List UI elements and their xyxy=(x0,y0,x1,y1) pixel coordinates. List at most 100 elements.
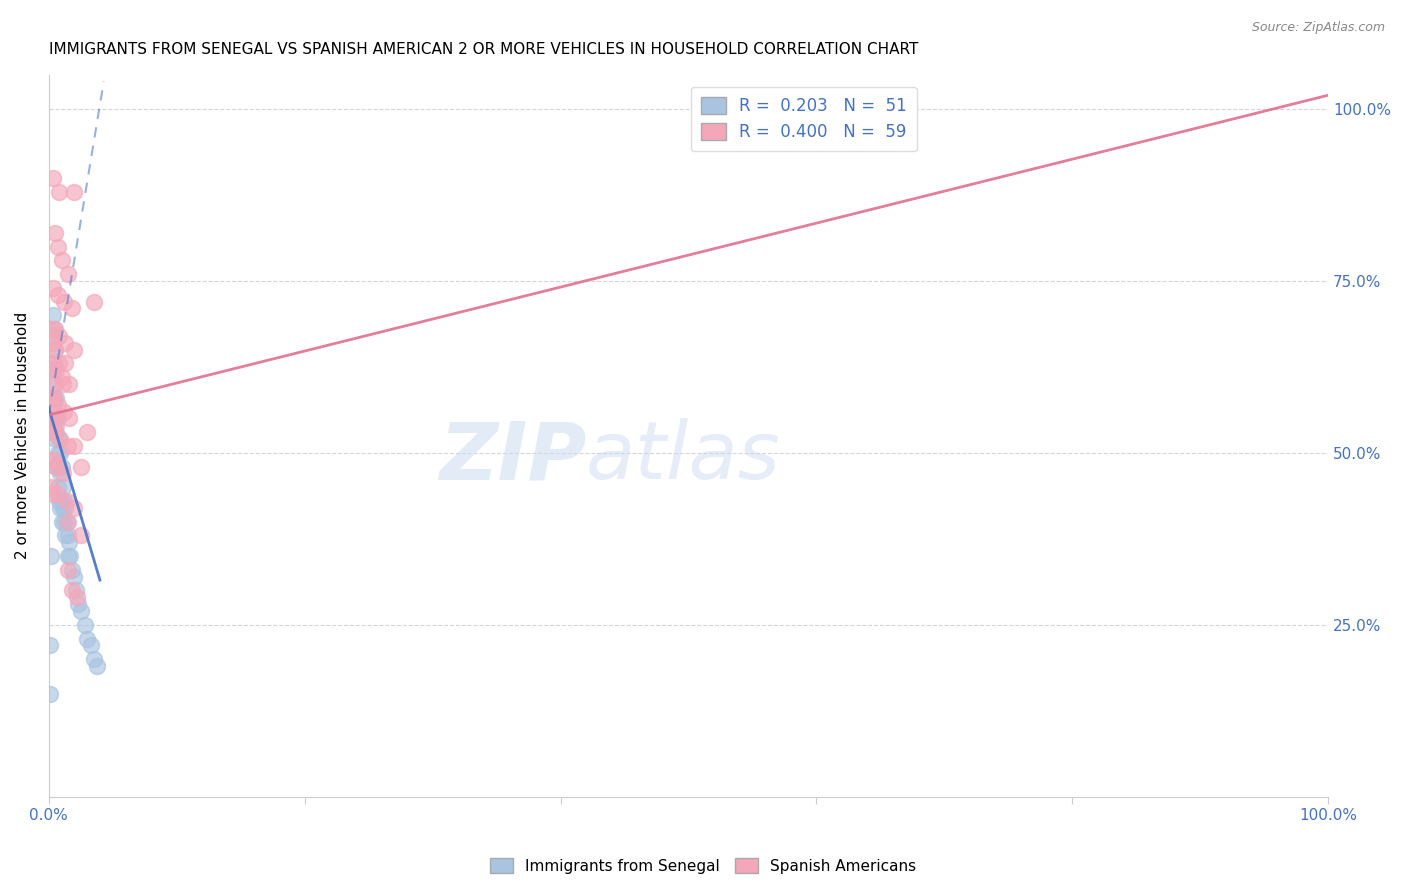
Point xyxy=(53,494,76,508)
Point xyxy=(45,459,67,474)
Point xyxy=(42,391,65,405)
Point xyxy=(56,267,79,281)
Point xyxy=(41,363,63,377)
Point xyxy=(58,535,80,549)
Point xyxy=(55,494,77,508)
Point xyxy=(44,377,66,392)
Point xyxy=(48,329,70,343)
Point xyxy=(45,425,67,440)
Point xyxy=(39,452,62,467)
Point xyxy=(41,411,63,425)
Legend: R =  0.203   N =  51, R =  0.400   N =  59: R = 0.203 N = 51, R = 0.400 N = 59 xyxy=(690,87,917,152)
Point xyxy=(48,185,70,199)
Point xyxy=(60,563,83,577)
Point xyxy=(41,335,63,350)
Text: Source: ZipAtlas.com: Source: ZipAtlas.com xyxy=(1251,21,1385,34)
Point xyxy=(63,343,86,357)
Point xyxy=(63,439,86,453)
Point xyxy=(39,639,62,653)
Point xyxy=(51,370,73,384)
Point xyxy=(52,500,75,515)
Point xyxy=(53,404,76,418)
Text: ZIP: ZIP xyxy=(439,418,586,496)
Point xyxy=(52,467,75,481)
Point xyxy=(39,391,62,405)
Point xyxy=(48,432,70,446)
Point xyxy=(44,411,66,425)
Point xyxy=(41,329,63,343)
Point xyxy=(56,515,79,529)
Point xyxy=(44,425,66,440)
Point xyxy=(39,425,62,440)
Point xyxy=(86,659,108,673)
Point xyxy=(48,459,70,474)
Point xyxy=(56,549,79,563)
Point xyxy=(63,185,86,199)
Point xyxy=(39,686,62,700)
Point xyxy=(39,391,62,405)
Point xyxy=(83,652,105,666)
Point xyxy=(80,639,103,653)
Point xyxy=(59,549,82,563)
Point xyxy=(39,363,62,377)
Point xyxy=(42,404,65,418)
Point xyxy=(52,377,75,392)
Point xyxy=(73,617,96,632)
Point xyxy=(76,425,98,440)
Point xyxy=(42,452,65,467)
Point xyxy=(42,322,65,336)
Point xyxy=(69,604,91,618)
Point xyxy=(41,281,63,295)
Point xyxy=(51,459,73,474)
Point xyxy=(51,494,73,508)
Point xyxy=(69,459,91,474)
Point xyxy=(49,432,72,446)
Point xyxy=(44,343,66,357)
Point xyxy=(44,411,66,425)
Point xyxy=(48,494,70,508)
Point xyxy=(55,356,77,370)
Point xyxy=(39,322,62,336)
Point xyxy=(41,377,63,392)
Point xyxy=(55,528,77,542)
Text: atlas: atlas xyxy=(586,418,780,496)
Point xyxy=(49,500,72,515)
Point xyxy=(39,391,62,405)
Point xyxy=(69,528,91,542)
Point xyxy=(46,446,69,460)
Point xyxy=(49,446,72,460)
Point xyxy=(46,411,69,425)
Point xyxy=(56,439,79,453)
Point xyxy=(51,253,73,268)
Point xyxy=(48,356,70,370)
Point xyxy=(53,294,76,309)
Point xyxy=(45,459,67,474)
Point xyxy=(46,398,69,412)
Point xyxy=(56,563,79,577)
Point xyxy=(65,583,87,598)
Point xyxy=(56,528,79,542)
Point xyxy=(60,301,83,316)
Point xyxy=(39,480,62,494)
Point xyxy=(55,515,77,529)
Point xyxy=(45,418,67,433)
Point xyxy=(66,591,89,605)
Point xyxy=(46,480,69,494)
Point xyxy=(41,398,63,412)
Point xyxy=(42,391,65,405)
Point xyxy=(53,515,76,529)
Point xyxy=(58,411,80,425)
Point xyxy=(44,343,66,357)
Point xyxy=(83,294,105,309)
Text: IMMIGRANTS FROM SENEGAL VS SPANISH AMERICAN 2 OR MORE VEHICLES IN HOUSEHOLD CORR: IMMIGRANTS FROM SENEGAL VS SPANISH AMERI… xyxy=(49,42,918,57)
Point xyxy=(49,467,72,481)
Point xyxy=(41,356,63,370)
Point xyxy=(46,487,69,501)
Point xyxy=(58,377,80,392)
Point xyxy=(39,549,62,563)
Point xyxy=(41,487,63,501)
Point xyxy=(55,335,77,350)
Point xyxy=(46,239,69,253)
Point xyxy=(44,226,66,240)
Point xyxy=(60,583,83,598)
